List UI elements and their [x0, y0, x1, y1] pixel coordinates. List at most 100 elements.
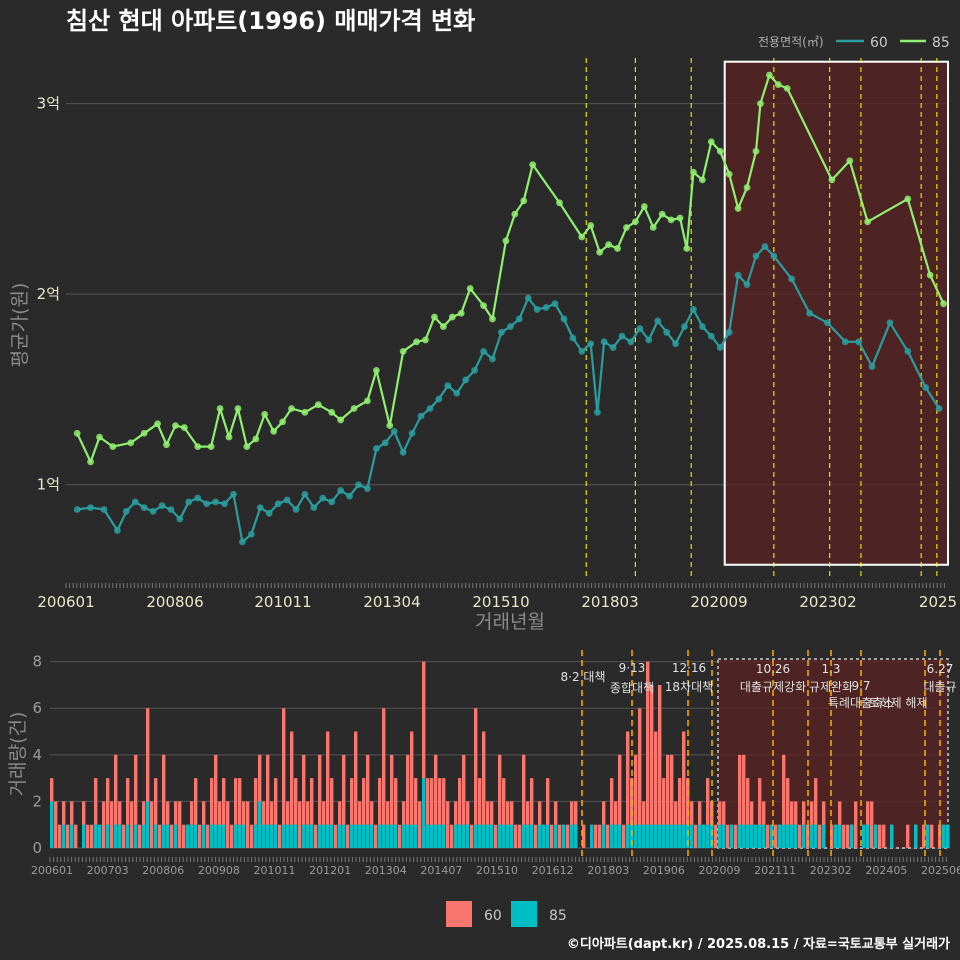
bar-60 — [90, 824, 94, 848]
series-85-point — [904, 195, 912, 203]
bar-85 — [866, 824, 870, 848]
bar-60 — [406, 754, 410, 848]
policy-annotation-label: 18차대책 — [665, 679, 713, 694]
series-60-point — [265, 509, 273, 517]
bar-60 — [814, 778, 818, 848]
series-60-point — [480, 347, 487, 355]
series-60-point — [904, 347, 912, 355]
bar-85 — [542, 824, 546, 848]
bar-60 — [738, 754, 742, 848]
bar-85 — [166, 824, 170, 848]
bar-85 — [738, 824, 742, 848]
bar-60 — [534, 824, 538, 848]
bar-85 — [146, 801, 150, 848]
bar-85 — [70, 824, 74, 848]
bar-60 — [222, 778, 226, 848]
bar-60 — [422, 661, 426, 848]
series-60-point — [176, 515, 184, 523]
bar-85 — [214, 824, 218, 848]
series-85-point — [716, 147, 724, 155]
bar-60 — [618, 754, 622, 848]
series-60-point — [113, 527, 121, 534]
series-60-point — [707, 332, 715, 340]
bar-85 — [926, 824, 930, 848]
bar-60 — [270, 801, 274, 848]
bar-60 — [430, 778, 434, 848]
bar-60 — [838, 801, 842, 848]
bar-85 — [330, 824, 334, 848]
bar-85 — [142, 824, 146, 848]
bar-85 — [462, 824, 466, 848]
bar-85 — [554, 824, 558, 848]
policy-annotation-date: 9.7 — [851, 679, 870, 693]
series-85-point — [725, 170, 733, 178]
bar-85 — [262, 824, 266, 848]
series-60-point — [230, 490, 237, 498]
bar-60 — [110, 801, 114, 848]
bar-85 — [646, 824, 650, 848]
bar-60 — [758, 778, 762, 848]
series-60-point — [381, 439, 389, 447]
bar-85 — [302, 824, 306, 848]
bar-60 — [174, 801, 178, 848]
series-85-point — [690, 168, 697, 176]
series-85-point — [828, 176, 836, 184]
series-60-point — [426, 405, 434, 412]
bar-60 — [150, 801, 154, 848]
series-60-point — [283, 496, 291, 504]
bar-60 — [82, 801, 86, 848]
series-85-point — [243, 443, 251, 451]
volume-x-tick-label: 201011 — [254, 864, 296, 877]
series-60-point — [310, 504, 318, 511]
series-85-point — [605, 241, 612, 249]
bar-60 — [158, 824, 162, 848]
bar-85 — [238, 824, 242, 848]
bar-85 — [610, 824, 614, 848]
series-60-point — [855, 338, 863, 346]
series-85-point — [127, 439, 135, 447]
bar-85 — [282, 824, 286, 848]
bar-60 — [178, 801, 182, 848]
bar-60 — [922, 824, 926, 848]
series-60-point — [560, 315, 568, 323]
bar-60 — [318, 754, 322, 848]
bar-60 — [782, 754, 786, 848]
series-60-point — [533, 306, 541, 313]
volume-y-tick-label: 6 — [32, 699, 42, 717]
bar-85 — [630, 824, 634, 848]
bar-60 — [706, 778, 710, 848]
series-60-point — [636, 325, 644, 332]
series-85-point — [154, 420, 161, 428]
volume-x-tick-label: 201612 — [532, 864, 574, 877]
bar-85 — [778, 824, 782, 848]
bar-60 — [470, 824, 474, 848]
series-85-point — [502, 237, 510, 245]
bar-85 — [614, 824, 618, 848]
bar-85 — [810, 824, 814, 848]
bar-85 — [118, 824, 122, 848]
policy-annotation-date: 6.27 — [927, 662, 954, 676]
bar-60 — [226, 801, 230, 848]
bar-60 — [250, 824, 254, 848]
price-x-axis-title: 거래년월 — [475, 611, 545, 633]
bar-85 — [754, 824, 758, 848]
bar-60 — [154, 778, 158, 848]
series-60-point — [390, 427, 398, 435]
bar-60 — [62, 801, 66, 848]
bar-85 — [358, 824, 362, 848]
bar-85 — [498, 824, 502, 848]
bar-85 — [750, 824, 754, 848]
bar-60 — [790, 801, 794, 848]
series-85-point — [480, 302, 487, 310]
bar-85 — [114, 824, 118, 848]
bar-85 — [290, 824, 294, 848]
price-x-tick-label: 200806 — [146, 593, 203, 611]
series-85-point — [623, 224, 630, 231]
volume-x-tick-label: 201803 — [587, 864, 629, 877]
series-85-point — [520, 197, 528, 205]
bar-85 — [442, 824, 446, 848]
series-85-point — [864, 218, 872, 226]
bar-85 — [678, 824, 682, 848]
bar-60 — [546, 778, 550, 848]
price-x-tick-label: 200601 — [37, 593, 94, 611]
